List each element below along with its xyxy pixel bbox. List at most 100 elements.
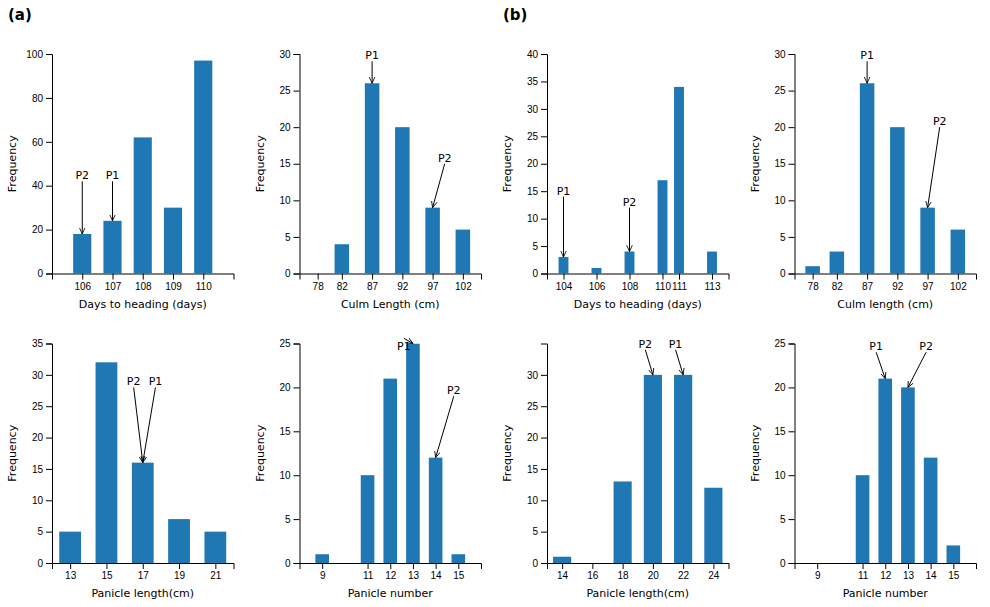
bars	[559, 87, 717, 274]
x-axis: 7882879297102	[300, 274, 482, 292]
x-tick: 21	[210, 563, 222, 581]
annotation-arrow	[134, 387, 143, 462]
y-tick-label: 10	[527, 495, 539, 506]
x-tick-mark	[113, 274, 114, 280]
y-tick-label: 5	[37, 526, 43, 537]
annotations: P1 P2	[397, 338, 461, 457]
annotations: P1 P2	[557, 185, 637, 257]
y-tick-label: 20	[279, 382, 291, 393]
y-tick: 10	[279, 470, 299, 481]
x-axis: 104106108110111113	[548, 274, 730, 292]
x-tick-mark	[82, 274, 83, 280]
bar	[335, 244, 350, 273]
y-tick: 25	[279, 85, 299, 96]
y-tick-mark	[541, 563, 547, 564]
x-tick: 13	[65, 563, 77, 581]
y-tick-label: 0	[780, 558, 786, 569]
y-tick-label: 30	[527, 370, 539, 381]
bar	[164, 208, 182, 274]
y-tick: 30	[774, 49, 794, 60]
y-tick-mark	[46, 532, 52, 533]
x-tick-label: 9	[320, 570, 326, 581]
y-tick-label: 20	[774, 382, 786, 393]
annotation-arrow	[928, 127, 940, 207]
x-tick: 16	[587, 563, 599, 581]
x-tick-mark	[867, 274, 868, 280]
y-axis-label: Frequency	[501, 424, 514, 481]
x-axis: 91112131415	[795, 563, 977, 581]
annotations: P1P2	[365, 49, 451, 207]
x-tick-label: 82	[832, 281, 844, 292]
y-tick-mark	[789, 164, 795, 165]
bar	[901, 387, 915, 563]
annotation-label: P2	[127, 375, 141, 388]
y-tick-mark	[46, 469, 52, 470]
y-tick-mark	[789, 387, 795, 388]
x-tick-label: 87	[862, 281, 874, 292]
x-tick-label: 13	[408, 570, 420, 581]
y-tick-mark	[541, 219, 547, 220]
bar	[315, 554, 329, 563]
y-tick-mark	[294, 431, 300, 432]
y-axis-label: Frequency	[749, 424, 762, 481]
annotation-arrow	[436, 396, 454, 457]
x-tick: 106	[74, 274, 91, 292]
x-tick: 87	[367, 274, 379, 292]
annotation-label: P2	[623, 196, 637, 209]
x-tick-mark	[372, 274, 373, 280]
x-tick-mark	[318, 274, 319, 280]
annotations: P1P2	[860, 49, 946, 207]
x-tick-label: 82	[337, 281, 349, 292]
x-tick: 9	[320, 563, 326, 581]
chart: 131517192105101520253035Panicle length(c…	[6, 338, 234, 600]
x-tick-label: 109	[165, 281, 182, 292]
x-tick-label: 22	[678, 570, 690, 581]
x-tick: 82	[337, 274, 349, 292]
y-tick-label: 5	[532, 526, 538, 537]
y-tick-label: 80	[32, 93, 44, 104]
bar	[204, 532, 226, 563]
y-tick: 5	[285, 514, 300, 525]
annotation-label: P1	[869, 340, 883, 353]
x-tick-label: 21	[210, 570, 222, 581]
x-tick-label: 110	[655, 281, 671, 292]
annotation-arrow	[645, 350, 653, 375]
bar	[583, 563, 601, 564]
bars	[335, 83, 471, 273]
annotation-arrow	[676, 350, 684, 375]
annotation-label: P1	[557, 185, 571, 198]
y-tick-mark	[541, 532, 547, 533]
x-tick-label: 15	[453, 570, 465, 581]
y-tick-label: 30	[279, 49, 291, 60]
y-tick-mark	[46, 98, 52, 99]
y-tick-label: 0	[37, 558, 43, 569]
x-tick-mark	[390, 563, 391, 569]
y-tick: 0	[780, 558, 795, 569]
bars	[805, 83, 965, 273]
y-tick-mark	[294, 164, 300, 165]
x-tick-label: 12	[880, 570, 892, 581]
annotation-label: P1	[149, 375, 163, 388]
annotation-label: P1	[397, 340, 411, 353]
x-axis-label: Culm length (cm)	[837, 298, 933, 311]
y-tick-mark	[789, 127, 795, 128]
x-tick-mark	[203, 274, 204, 280]
bar	[132, 463, 154, 563]
y-tick-mark	[294, 274, 300, 275]
x-tick-mark	[564, 274, 565, 280]
x-tick-mark	[837, 274, 838, 280]
annotation-label: P1	[365, 49, 379, 62]
y-tick: 5	[37, 526, 52, 537]
bar	[625, 252, 635, 274]
bar	[856, 475, 870, 563]
y-tick-mark	[541, 375, 547, 376]
y-tick: 15	[527, 464, 547, 475]
bars	[73, 61, 212, 274]
x-tick-mark	[712, 274, 713, 280]
annotation-label: P2	[447, 384, 461, 397]
bar	[395, 127, 410, 273]
x-tick: 13	[408, 563, 420, 581]
y-tick: 15	[527, 186, 547, 197]
annotation-label: P1	[106, 169, 120, 182]
y-tick-label: 20	[279, 122, 291, 133]
